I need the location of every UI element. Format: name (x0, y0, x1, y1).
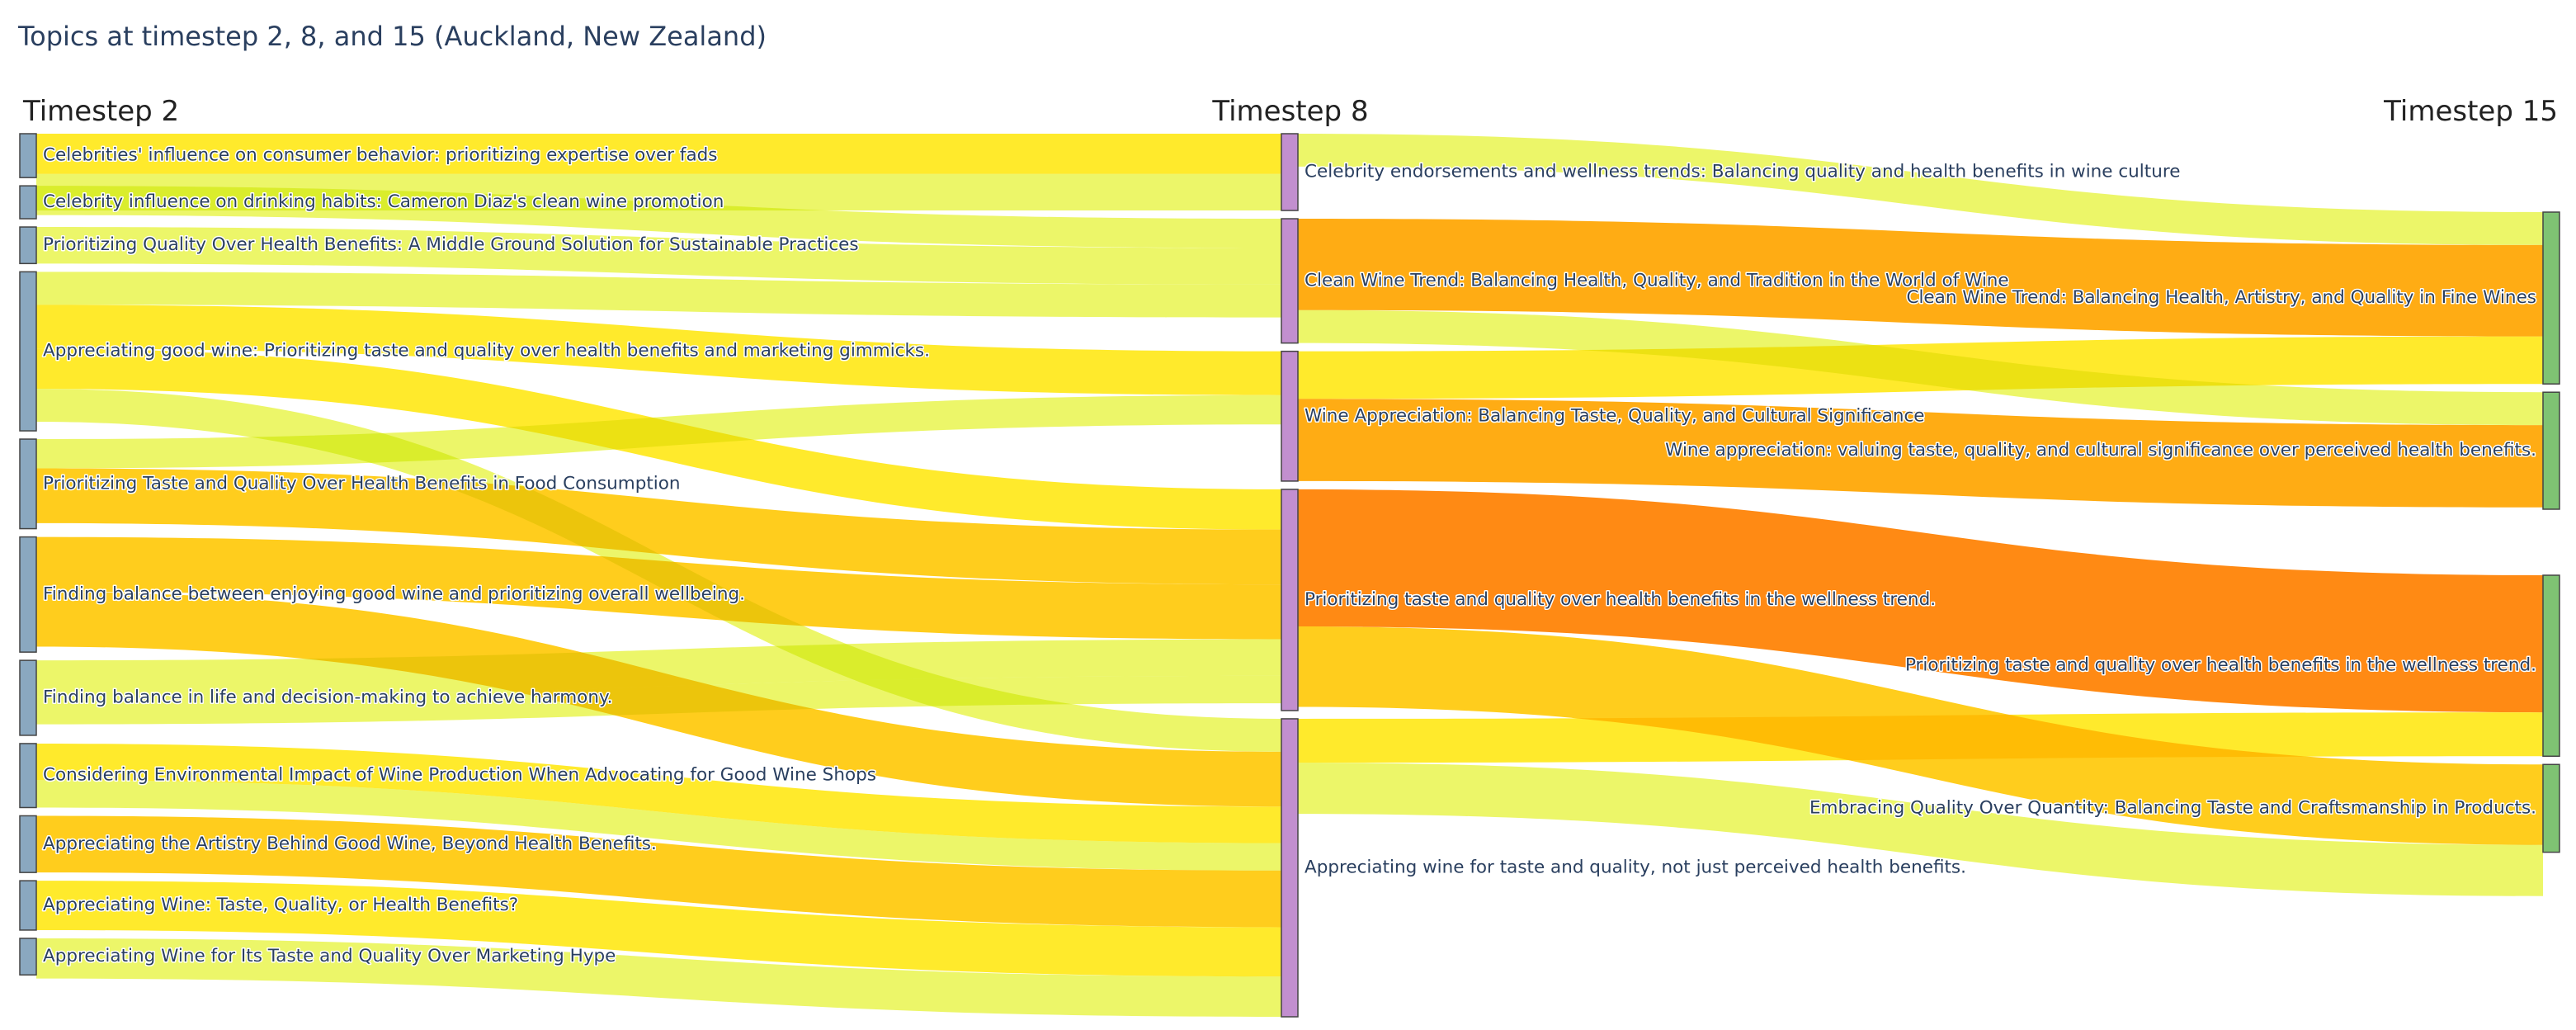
node-c4[interactable] (2542, 763, 2560, 853)
node-label-a6: Finding balance between enjoying good wi… (43, 584, 745, 604)
link-a9-to-b5-16[interactable] (36, 815, 1281, 928)
link-a7-to-b4-12[interactable] (36, 639, 1281, 697)
node-label-c3: Prioritizing taste and quality over heal… (1905, 655, 2536, 676)
link-a4-to-b2-4[interactable] (36, 272, 1281, 318)
link-a11-to-b5-18[interactable] (36, 938, 1281, 1017)
node-c3[interactable] (2542, 574, 2560, 758)
node-a6[interactable] (19, 536, 37, 653)
link-b4-to-c3-24[interactable] (1298, 489, 2543, 713)
link-b3-to-c2-23[interactable] (1298, 399, 2543, 508)
link-a7-to-b4-13[interactable] (36, 675, 1281, 725)
column-label-timestep-2: Timestep 2 (22, 95, 179, 128)
link-a8-to-b5-14[interactable] (36, 743, 1281, 843)
node-b4[interactable] (1281, 489, 1299, 711)
node-a7[interactable] (19, 659, 37, 736)
node-label-a5: Prioritizing Taste and Quality Over Heal… (43, 473, 681, 494)
node-label-a10: Appreciating Wine: Taste, Quality, or He… (43, 895, 518, 915)
node-a11[interactable] (19, 938, 37, 976)
link-a2-to-b2-2[interactable] (36, 186, 1281, 248)
node-a10[interactable] (19, 880, 37, 931)
node-b2[interactable] (1281, 218, 1299, 344)
node-label-a7: Finding balance in life and decision-mak… (43, 687, 612, 708)
node-a8[interactable] (19, 743, 37, 809)
node-b3[interactable] (1281, 350, 1299, 482)
link-a5-to-b3-8[interactable] (36, 395, 1281, 469)
sankey-links (36, 134, 2543, 1017)
node-label-a4: Appreciating good wine: Prioritizing tas… (43, 341, 930, 361)
link-a8-to-b5-15[interactable] (36, 780, 1281, 871)
node-label-b1: Celebrity endorsements and wellness tren… (1305, 162, 2180, 182)
link-b2-to-c1-20[interactable] (1298, 219, 2543, 337)
node-a5[interactable] (19, 438, 37, 530)
node-label-b4: Prioritizing taste and quality over heal… (1305, 589, 1936, 610)
link-b1-to-c1-19[interactable] (1298, 134, 2543, 245)
node-b5[interactable] (1281, 718, 1299, 1018)
node-a4[interactable] (19, 271, 37, 432)
link-a3-to-b2-3[interactable] (36, 227, 1281, 285)
sankey-node-labels: Celebrities' influence on consumer behav… (42, 144, 2538, 968)
node-label-c2: Wine appreciation: valuing taste, qualit… (1665, 440, 2536, 461)
link-b3-to-c1-22[interactable] (1298, 336, 2543, 399)
node-label-b3: Wine Appreciation: Balancing Taste, Qual… (1305, 405, 1925, 426)
node-label-a11: Appreciating Wine for Its Taste and Qual… (43, 946, 616, 966)
node-c2[interactable] (2542, 391, 2560, 510)
node-label-c4: Embracing Quality Over Quantity: Balanci… (1809, 797, 2536, 818)
node-label-a2: Celebrity influence on drinking habits: … (43, 191, 724, 212)
node-label-a8: Considering Environmental Impact of Wine… (43, 765, 876, 786)
node-a3[interactable] (19, 226, 37, 265)
node-a2[interactable] (19, 185, 37, 220)
link-a10-to-b5-17[interactable] (36, 881, 1281, 977)
link-a1-to-b1-0[interactable] (36, 134, 1281, 174)
node-b1[interactable] (1281, 133, 1299, 211)
node-c1[interactable] (2542, 211, 2560, 385)
node-label-a3: Prioritizing Quality Over Health Benefit… (43, 234, 859, 255)
link-a6-to-b4-10[interactable] (36, 536, 1281, 640)
link-a4-to-b3-5[interactable] (36, 305, 1281, 395)
node-label-b5: Appreciating wine for taste and quality,… (1305, 857, 1966, 877)
node-a1[interactable] (19, 133, 37, 178)
node-label-c1: Clean Wine Trend: Balancing Health, Arti… (1906, 287, 2536, 308)
node-label-a9: Appreciating the Artistry Behind Good Wi… (43, 834, 657, 854)
node-label-b2: Clean Wine Trend: Balancing Health, Qual… (1305, 270, 2009, 291)
link-a5-to-b4-9[interactable] (36, 468, 1281, 585)
sankey-nodes (19, 133, 2560, 1018)
column-label-timestep-15: Timestep 15 (2383, 95, 2558, 128)
node-a9[interactable] (19, 815, 37, 873)
link-b5-to-c4-27[interactable] (1298, 763, 2543, 896)
link-b5-to-c3-26[interactable] (1298, 712, 2543, 763)
node-label-a1: Celebrities' influence on consumer behav… (43, 145, 717, 166)
chart-title: Topics at timestep 2, 8, and 15 (Aucklan… (17, 21, 767, 52)
column-label-timestep-8: Timestep 8 (1211, 95, 1368, 128)
